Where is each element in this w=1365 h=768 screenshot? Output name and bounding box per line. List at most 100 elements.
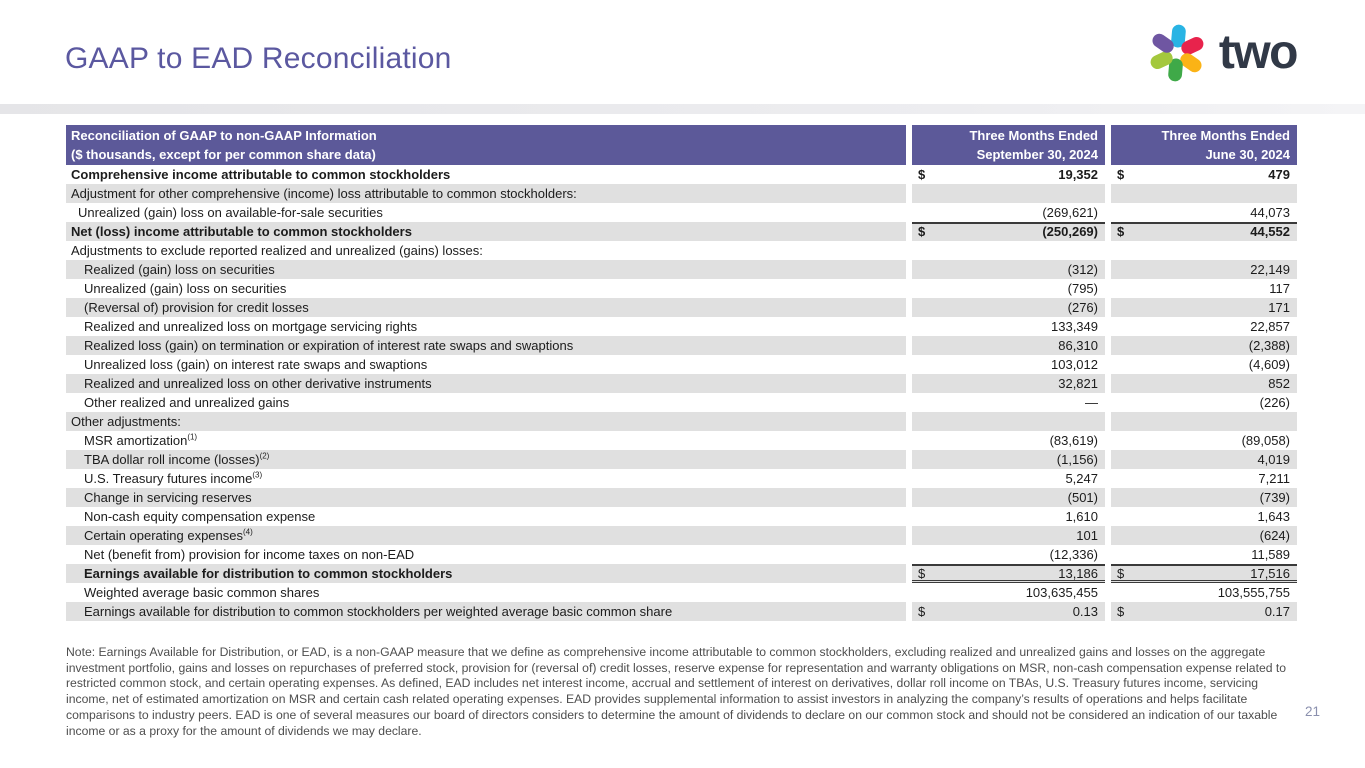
col1-header-line1: Three Months Ended bbox=[969, 128, 1098, 143]
cell-value: 852 bbox=[1268, 376, 1290, 391]
value-sep-30-2024: — bbox=[912, 393, 1105, 412]
dollar-sign: $ bbox=[1117, 224, 1125, 239]
value-jun-30-2024: 1,643 bbox=[1111, 507, 1297, 526]
value-sep-30-2024: (12,336) bbox=[912, 545, 1105, 564]
table-row: MSR amortization(1) (83,619) (89,058) bbox=[66, 431, 1297, 450]
table-row: Earnings available for distribution to c… bbox=[66, 602, 1297, 621]
value-sep-30-2024: 32,821 bbox=[912, 374, 1105, 393]
value-jun-30-2024: 171 bbox=[1111, 298, 1297, 317]
row-label: U.S. Treasury futures income(3) bbox=[84, 470, 263, 486]
value-sep-30-2024: $13,186 bbox=[912, 564, 1105, 583]
cell-value: 133,349 bbox=[1051, 319, 1098, 334]
dollar-sign: $ bbox=[1117, 566, 1125, 581]
table-row: Weighted average basic common shares 103,… bbox=[66, 583, 1297, 602]
value-sep-30-2024: 133,349 bbox=[912, 317, 1105, 336]
cell-value: 19,352 bbox=[1058, 167, 1098, 182]
row-label: Comprehensive income attributable to com… bbox=[71, 167, 451, 182]
row-label: Realized loss (gain) on termination or e… bbox=[66, 336, 906, 355]
row-label: Adjustments to exclude reported realized… bbox=[71, 243, 483, 258]
cell-value: 44,552 bbox=[1250, 224, 1290, 239]
cell-value: 1,643 bbox=[1257, 509, 1290, 524]
table-row: Realized loss (gain) on termination or e… bbox=[66, 336, 1297, 355]
table-row: Net (benefit from) provision for income … bbox=[66, 545, 1297, 564]
table-row: Net (loss) income attributable to common… bbox=[66, 222, 1297, 241]
cell-value: 479 bbox=[1268, 167, 1290, 182]
cell-value: 5,247 bbox=[1065, 471, 1098, 486]
row-label: Non-cash equity compensation expense bbox=[84, 509, 316, 524]
cell-value: 13,186 bbox=[1058, 566, 1098, 581]
cell-value: 0.17 bbox=[1264, 604, 1290, 619]
table-row: Unrealized (gain) loss on securities (795… bbox=[66, 279, 1297, 298]
row-label: TBA dollar roll income (losses)(2) bbox=[66, 450, 906, 469]
value-jun-30-2024: (624) bbox=[1111, 526, 1297, 545]
value-jun-30-2024: 4,019 bbox=[1111, 450, 1297, 469]
value-jun-30-2024: 103,555,755 bbox=[1111, 583, 1297, 602]
cell-value: (1,156) bbox=[1056, 452, 1098, 467]
value-jun-30-2024: 44,073 bbox=[1111, 203, 1297, 222]
value-jun-30-2024: 22,149 bbox=[1111, 260, 1297, 279]
cell-value: 32,821 bbox=[1058, 376, 1098, 391]
page-title: GAAP to EAD Reconciliation bbox=[65, 42, 452, 75]
cell-value: — bbox=[1085, 395, 1098, 410]
table-row: Non-cash equity compensation expense 1,61… bbox=[66, 507, 1297, 526]
cell-value: (83,619) bbox=[1049, 433, 1098, 448]
row-label: Earnings available for distribution to c… bbox=[66, 564, 906, 583]
cell-value: 22,149 bbox=[1250, 262, 1290, 277]
value-jun-30-2024: $479 bbox=[1111, 165, 1297, 184]
table-row: Realized and unrealized loss on other de… bbox=[66, 374, 1297, 393]
cell-value: (312) bbox=[1067, 262, 1098, 277]
table-row: Realized (gain) loss on securities (312) 2… bbox=[66, 260, 1297, 279]
row-label: Other realized and unrealized gains bbox=[84, 395, 290, 410]
cell-value: 4,019 bbox=[1257, 452, 1290, 467]
value-sep-30-2024: (312) bbox=[912, 260, 1105, 279]
cell-value: 103,635,455 bbox=[1025, 585, 1098, 600]
row-label: Unrealized (gain) loss on securities bbox=[84, 281, 287, 296]
value-sep-30-2024: $0.13 bbox=[912, 602, 1105, 621]
cell-value: 86,310 bbox=[1058, 338, 1098, 353]
row-label: Realized and unrealized loss on other de… bbox=[66, 374, 906, 393]
value-sep-30-2024: (1,156) bbox=[912, 450, 1105, 469]
table-row: Earnings available for distribution to c… bbox=[66, 564, 1297, 583]
cell-value: (4,609) bbox=[1248, 357, 1290, 372]
value-sep-30-2024: (83,619) bbox=[912, 431, 1105, 450]
value-jun-30-2024: (739) bbox=[1111, 488, 1297, 507]
cell-value: 7,211 bbox=[1258, 471, 1290, 486]
cell-value: (12,336) bbox=[1049, 547, 1098, 562]
cell-value: (501) bbox=[1067, 490, 1098, 505]
value-sep-30-2024: (795) bbox=[912, 279, 1105, 298]
cell-value: 171 bbox=[1268, 300, 1290, 315]
dollar-sign: $ bbox=[918, 604, 926, 619]
row-label: MSR amortization(1) bbox=[84, 432, 198, 448]
table-row: Other realized and unrealized gains — (226… bbox=[66, 393, 1297, 412]
value-sep-30-2024 bbox=[912, 412, 1105, 431]
dollar-sign: $ bbox=[1117, 604, 1125, 619]
row-label: Change in servicing reserves bbox=[66, 488, 906, 507]
cell-value: 17,516 bbox=[1250, 566, 1290, 581]
value-jun-30-2024: (89,058) bbox=[1111, 431, 1297, 450]
table-row: Comprehensive income attributable to com… bbox=[66, 165, 1297, 184]
row-label: Realized and unrealized loss on mortgage… bbox=[84, 319, 418, 334]
value-sep-30-2024: $19,352 bbox=[912, 165, 1105, 184]
cell-value: 44,073 bbox=[1250, 205, 1290, 220]
row-label: Adjustment for other comprehensive (inco… bbox=[66, 184, 906, 203]
value-jun-30-2024: (2,388) bbox=[1111, 336, 1297, 355]
table-row: Realized and unrealized loss on mortgage… bbox=[66, 317, 1297, 336]
table-row: U.S. Treasury futures income(3) 5,247 7,21… bbox=[66, 469, 1297, 488]
cell-value: 11,589 bbox=[1251, 547, 1290, 562]
value-sep-30-2024 bbox=[912, 241, 1105, 260]
cell-value: 0.13 bbox=[1072, 604, 1098, 619]
value-jun-30-2024 bbox=[1111, 241, 1297, 260]
value-jun-30-2024: $17,516 bbox=[1111, 564, 1297, 583]
value-sep-30-2024: 103,635,455 bbox=[912, 583, 1105, 602]
cell-value: 22,857 bbox=[1250, 319, 1290, 334]
table-header-col-jun-30-2024: Three Months Ended June 30, 2024 bbox=[1111, 125, 1297, 165]
col2-header-line1: Three Months Ended bbox=[1161, 128, 1290, 143]
row-label: Earnings available for distribution to c… bbox=[66, 602, 906, 621]
table-row: Change in servicing reserves (501) (739) bbox=[66, 488, 1297, 507]
table-row: Adjustments to exclude reported realized… bbox=[66, 241, 1297, 260]
value-jun-30-2024: $44,552 bbox=[1111, 222, 1297, 241]
value-jun-30-2024 bbox=[1111, 184, 1297, 203]
value-sep-30-2024: (269,621) bbox=[912, 203, 1105, 222]
col1-header-line2: September 30, 2024 bbox=[976, 147, 1098, 162]
dollar-sign: $ bbox=[918, 566, 926, 581]
